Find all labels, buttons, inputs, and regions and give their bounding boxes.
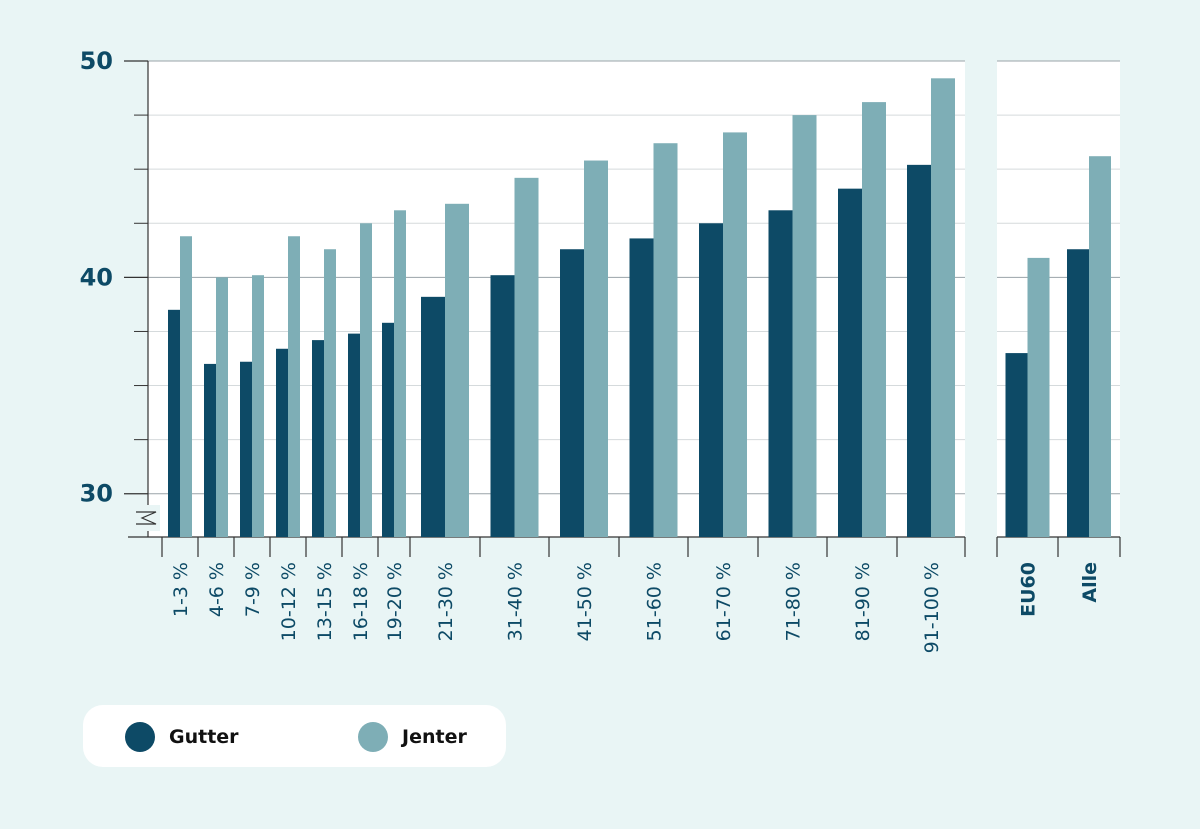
- legend-swatch-jenter: [358, 722, 388, 752]
- bar-jenter-EU60: [1027, 257, 1050, 537]
- legend-swatch-gutter: [125, 722, 155, 752]
- bar-jenter-19-20 %: [394, 210, 406, 538]
- legend-item-jenter: Jenter: [358, 722, 467, 752]
- y-tick-label: 40: [80, 263, 113, 291]
- bar-jenter-31-40 %: [514, 177, 539, 537]
- bar-jenter-21-30 %: [445, 203, 469, 538]
- bar-jenter-91-100 %: [931, 78, 955, 538]
- bar-jenter-7-9 %: [252, 275, 264, 537]
- bar-jenter-4-6 %: [216, 277, 228, 537]
- bar-gutter-21-30 %: [421, 296, 445, 537]
- bar-jenter-71-80 %: [792, 115, 817, 537]
- bar-gutter-Alle: [1067, 249, 1089, 537]
- bar-gutter-51-60 %: [629, 238, 654, 537]
- x-tick-label: Alle: [1079, 562, 1101, 603]
- x-tick-label: 71-80 %: [783, 562, 805, 641]
- bar-jenter-51-60 %: [653, 143, 678, 537]
- bar-jenter-Alle: [1089, 156, 1111, 537]
- x-tick-label: 81-90 %: [852, 562, 874, 641]
- x-tick-label: EU60: [1018, 562, 1040, 617]
- y-tick-label: 30: [80, 480, 113, 508]
- bar-gutter-19-20 %: [382, 322, 394, 537]
- bar-jenter-1-3 %: [180, 236, 192, 537]
- bar-gutter-10-12 %: [276, 348, 288, 537]
- bar-gutter-41-50 %: [560, 249, 584, 537]
- x-tick-label: 4-6 %: [206, 562, 228, 617]
- bar-gutter-1-3 %: [168, 309, 180, 537]
- bar-gutter-13-15 %: [312, 340, 324, 537]
- bar-gutter-16-18 %: [348, 333, 360, 537]
- x-tick-label: 19-20 %: [384, 562, 406, 641]
- legend-label-jenter: Jenter: [402, 726, 467, 748]
- x-tick-label: 51-60 %: [644, 562, 666, 641]
- legend: Gutter Jenter: [83, 705, 506, 767]
- bar-gutter-7-9 %: [240, 361, 252, 537]
- bar-gutter-4-6 %: [204, 363, 216, 537]
- axis-break-gap: [136, 505, 160, 531]
- bar-gutter-81-90 %: [838, 188, 862, 537]
- x-tick-label: 7-9 %: [242, 562, 264, 617]
- x-tick-label: 10-12 %: [278, 562, 300, 641]
- x-tick-label: 61-70 %: [713, 562, 735, 641]
- legend-item-gutter: Gutter: [125, 722, 239, 752]
- bar-jenter-13-15 %: [324, 249, 336, 537]
- bar-jenter-81-90 %: [862, 102, 886, 537]
- x-tick-label: 21-30 %: [435, 562, 457, 641]
- x-tick-label: 41-50 %: [574, 562, 596, 641]
- axis-break-icon: [136, 511, 157, 525]
- bar-gutter-91-100 %: [907, 164, 931, 537]
- y-tick-label: 50: [80, 47, 113, 75]
- x-tick-label: 13-15 %: [314, 562, 336, 641]
- x-tick-label: 91-100 %: [921, 562, 943, 653]
- legend-label-gutter: Gutter: [169, 726, 239, 748]
- x-tick-label: 16-18 %: [350, 562, 372, 641]
- x-tick-label: 31-40 %: [505, 562, 527, 641]
- bar-jenter-41-50 %: [584, 160, 608, 537]
- bar-gutter-71-80 %: [768, 210, 793, 538]
- bar-jenter-61-70 %: [723, 132, 747, 537]
- bar-jenter-16-18 %: [360, 223, 372, 538]
- bar-gutter-61-70 %: [699, 223, 723, 538]
- x-tick-label: 1-3 %: [170, 562, 192, 617]
- bar-jenter-10-12 %: [288, 236, 300, 537]
- bar-gutter-31-40 %: [490, 275, 515, 537]
- bar-gutter-EU60: [1005, 353, 1028, 537]
